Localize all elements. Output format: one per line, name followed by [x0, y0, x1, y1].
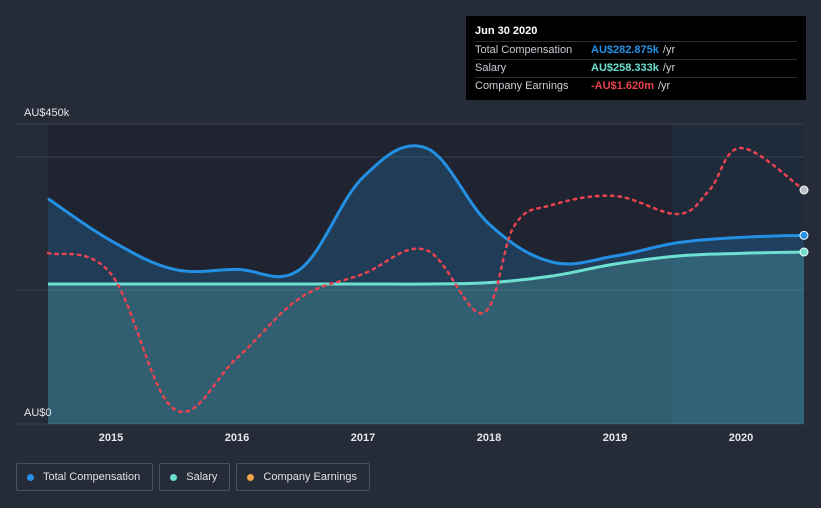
legend-dot-icon	[27, 473, 34, 481]
salary-line	[48, 250, 805, 286]
company-earnings-line	[46, 146, 806, 413]
legend-dot-icon	[170, 473, 178, 481]
salary-area	[48, 252, 804, 424]
tooltip-row-value: AU$282.875k	[591, 44, 659, 56]
x-tick-label: 2020	[729, 432, 753, 444]
company-earnings-point	[799, 185, 809, 195]
tooltip-row-unit: /yr	[662, 62, 676, 74]
x-tick-label: 2018	[477, 432, 501, 444]
recent-period-band	[671, 124, 804, 424]
tooltip-row-value: AU$258.333k	[591, 62, 659, 74]
x-tick-label: 2016	[225, 432, 249, 444]
x-tick-label: 2019	[603, 432, 627, 444]
legend-label: Company Earnings	[263, 471, 357, 483]
y-axis-top-label: AU$450k	[24, 107, 70, 119]
legend-dot-icon	[247, 473, 255, 481]
tooltip-row-label: Company Earnings	[475, 80, 569, 92]
tooltip-row-salary: Salary AU$258.333k /yr	[475, 59, 797, 77]
tooltip: Jun 30 2020 Total Compensation AU$282.87…	[466, 16, 806, 100]
legend-label: Salary	[186, 471, 218, 483]
total-compensation-line	[47, 144, 805, 279]
tooltip-row-unit: /yr	[657, 80, 671, 92]
tooltip-row-total: Total Compensation AU$282.875k /yr	[475, 41, 797, 59]
x-tick-label: 2017	[351, 432, 375, 444]
tooltip-row-value: -AU$1.620m	[591, 80, 654, 92]
tooltip-row-label: Total Compensation	[475, 44, 573, 56]
legend-label: Total Compensation	[43, 471, 141, 483]
legend-item-company-earnings[interactable]: Company Earnings	[236, 463, 370, 491]
total-compensation-point	[799, 230, 809, 240]
legend-item-salary[interactable]: Salary	[159, 463, 231, 491]
tooltip-row-label: Salary	[475, 62, 507, 74]
salary-point	[799, 247, 809, 257]
tooltip-date: Jun 30 2020	[475, 25, 538, 37]
x-tick-label: 2015	[99, 432, 123, 444]
legend-item-total-compensation[interactable]: Total Compensation	[16, 463, 154, 491]
tooltip-row-earnings: Company Earnings -AU$1.620m /yr	[475, 77, 797, 95]
y-axis-bottom-label: AU$0	[24, 407, 52, 419]
legend: Total Compensation Salary Company Earnin…	[16, 463, 370, 491]
tooltip-row-unit: /yr	[662, 44, 676, 56]
